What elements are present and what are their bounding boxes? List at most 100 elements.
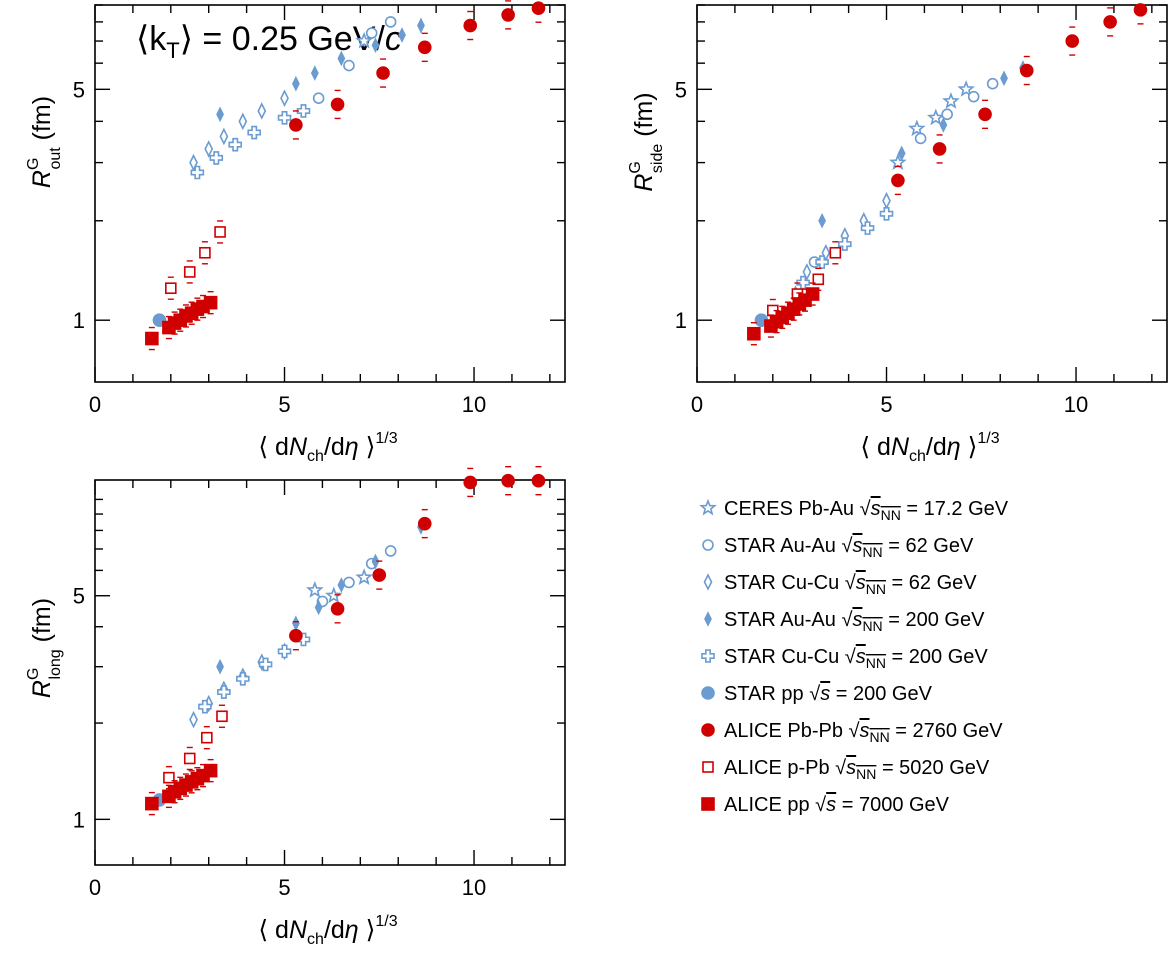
data-point	[183, 752, 196, 765]
y-tick-label: 5	[675, 77, 687, 102]
series	[145, 290, 218, 351]
data-point	[371, 37, 380, 53]
data-point	[1103, 15, 1117, 29]
data-point	[463, 475, 478, 490]
legend-marker	[702, 539, 714, 551]
data-point	[277, 110, 292, 125]
data-point	[879, 206, 894, 221]
plot-frame	[94, 4, 566, 383]
data-point	[932, 142, 947, 156]
data-point	[228, 137, 243, 152]
legend-entry: ALICE pp √s = 7000 GeV	[701, 794, 950, 816]
data-point	[889, 153, 907, 171]
plot-frame	[696, 4, 1168, 383]
data-point	[365, 27, 378, 39]
y-tick-label: 5	[73, 77, 85, 102]
data-point	[838, 237, 852, 251]
data-point	[236, 671, 250, 686]
legend-marker	[699, 498, 717, 516]
y-axis-label-out: RG out (fm)	[25, 96, 64, 188]
data-point	[927, 108, 945, 126]
data-point	[310, 65, 319, 81]
legend-entry: STAR Cu-Cu √sNN = 200 GeV	[701, 646, 988, 671]
data-point	[942, 92, 960, 109]
legend-entry: ALICE p-Pb √sNN = 5020 GeV	[702, 757, 990, 782]
data-point	[337, 577, 346, 593]
legend-marker	[701, 723, 715, 737]
data-point	[214, 226, 226, 238]
data-point	[257, 102, 267, 120]
data-point	[1000, 70, 1008, 87]
series	[189, 642, 289, 729]
legend-entry: ALICE Pb-Pb √sNN = 2760 GeV	[701, 720, 1003, 745]
data-point	[337, 50, 346, 67]
data-point	[219, 127, 229, 146]
data-point	[247, 125, 261, 140]
y-tick-label: 1	[73, 308, 85, 333]
data-point	[372, 568, 387, 582]
y-tick-label: 5	[73, 584, 85, 609]
data-point	[882, 191, 891, 210]
data-point	[203, 763, 218, 778]
legend-marker	[701, 686, 715, 700]
series	[190, 104, 311, 180]
legend-label: STAR Cu-Cu √sNN = 200 GeV	[724, 646, 988, 671]
x-tick-label: 0	[691, 392, 703, 417]
data-point	[957, 80, 975, 97]
legend-marker	[702, 761, 714, 773]
data-point	[306, 581, 324, 598]
data-point	[312, 92, 325, 104]
data-point	[829, 246, 842, 259]
data-point	[209, 151, 224, 165]
x-tick-label: 10	[462, 875, 486, 900]
kt-annotation: ⟨kT⟩ = 0.25 GeV/c	[136, 20, 402, 63]
x-tick-label: 10	[462, 392, 486, 417]
data-point	[145, 796, 159, 811]
data-point	[897, 145, 906, 162]
data-point	[531, 1, 546, 16]
data-point	[296, 104, 311, 118]
data-point	[291, 75, 300, 92]
x-tick-label: 10	[1064, 392, 1088, 417]
data-point	[802, 263, 812, 281]
y-tick-label: 1	[675, 308, 687, 333]
series	[747, 282, 820, 346]
x-tick-label: 5	[880, 392, 892, 417]
data-point	[216, 658, 224, 675]
legend-entry: STAR pp √s = 200 GeV	[701, 683, 933, 705]
data-point	[914, 132, 927, 145]
x-tick-label: 5	[278, 875, 290, 900]
data-point	[291, 615, 300, 632]
data-point	[198, 699, 212, 714]
data-point	[289, 118, 303, 132]
legend-marker	[701, 797, 715, 811]
data-point	[384, 16, 397, 28]
data-point	[330, 602, 345, 616]
data-point	[165, 282, 177, 294]
data-point	[190, 165, 205, 180]
legend-entry: STAR Au-Au √sNN = 62 GeV	[702, 535, 974, 560]
series	[889, 80, 975, 171]
data-point	[805, 287, 820, 301]
legend-marker	[703, 573, 713, 591]
series	[796, 206, 894, 290]
data-point	[941, 108, 953, 121]
series	[289, 0, 546, 140]
series	[163, 704, 228, 790]
data-point	[908, 119, 926, 137]
x-axis-label-out: ⟨ dNch/dη ⟩1/3	[258, 430, 397, 465]
series	[198, 632, 311, 714]
data-point	[501, 8, 515, 22]
series	[818, 60, 1027, 229]
data-point	[967, 90, 980, 103]
data-point	[384, 545, 397, 557]
data-point	[343, 576, 355, 589]
data-point	[747, 326, 761, 341]
series	[355, 31, 373, 49]
data-point	[314, 599, 323, 616]
